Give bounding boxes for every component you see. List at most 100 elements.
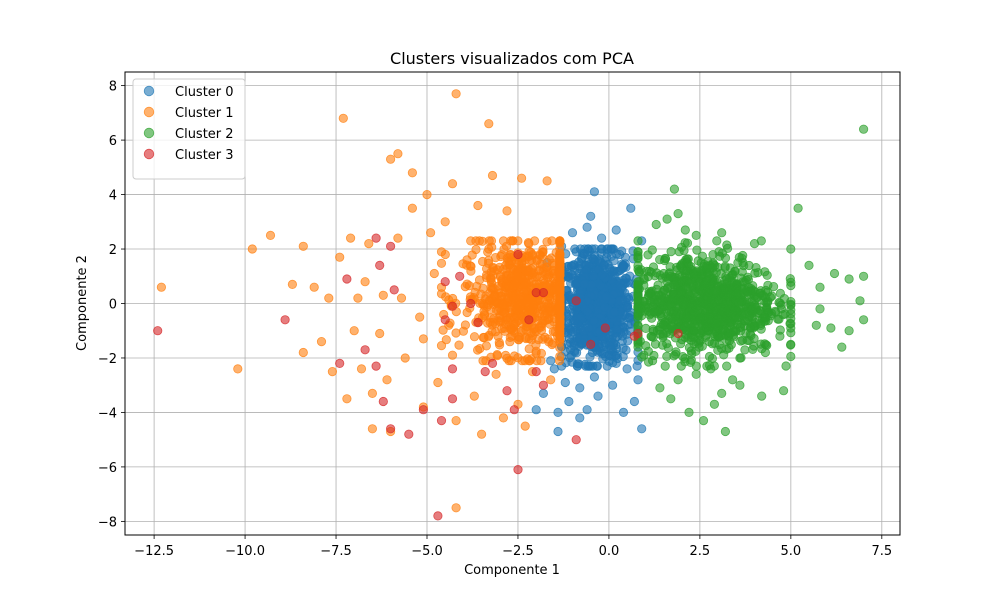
data-point bbox=[656, 294, 667, 305]
data-point bbox=[629, 396, 640, 407]
data-point bbox=[433, 377, 443, 388]
data-point bbox=[538, 380, 549, 390]
y-axis-label: Componente 2 bbox=[75, 255, 90, 351]
data-point bbox=[751, 262, 761, 273]
data-point bbox=[692, 245, 702, 255]
y-tick-label: 0 bbox=[109, 298, 117, 313]
y-tick-label: 2 bbox=[109, 243, 117, 258]
data-point bbox=[681, 266, 692, 276]
data-point bbox=[462, 307, 472, 318]
data-point bbox=[418, 405, 428, 415]
data-point bbox=[385, 241, 396, 251]
data-point bbox=[407, 203, 417, 213]
data-point bbox=[153, 326, 163, 336]
legend-marker bbox=[143, 106, 155, 118]
data-point bbox=[593, 391, 603, 401]
data-point bbox=[725, 263, 735, 273]
data-point bbox=[360, 345, 370, 355]
data-point bbox=[587, 253, 598, 263]
data-point bbox=[418, 334, 428, 344]
data-point bbox=[662, 339, 672, 349]
data-point bbox=[480, 366, 490, 377]
data-points bbox=[153, 89, 869, 521]
data-point bbox=[455, 271, 465, 281]
data-point bbox=[760, 347, 771, 358]
data-point bbox=[440, 315, 450, 325]
data-point bbox=[470, 287, 480, 297]
data-point bbox=[571, 435, 581, 445]
data-point bbox=[309, 282, 319, 292]
data-point bbox=[793, 203, 803, 213]
data-point bbox=[737, 253, 747, 263]
data-point bbox=[602, 361, 612, 371]
data-point bbox=[433, 511, 443, 521]
data-point bbox=[553, 407, 563, 417]
data-point bbox=[570, 316, 580, 326]
data-point bbox=[451, 503, 461, 513]
data-point bbox=[454, 340, 464, 350]
data-point bbox=[531, 366, 541, 377]
data-point bbox=[555, 238, 565, 248]
data-point bbox=[469, 391, 479, 401]
legend-label: Cluster 2 bbox=[175, 127, 234, 142]
data-point bbox=[655, 383, 665, 393]
data-point bbox=[855, 296, 865, 306]
data-point bbox=[618, 407, 629, 417]
data-point bbox=[515, 272, 526, 282]
y-tick-label: 4 bbox=[109, 189, 117, 204]
data-point bbox=[564, 396, 574, 407]
data-point bbox=[708, 250, 718, 260]
data-point bbox=[298, 347, 308, 358]
data-point bbox=[540, 280, 551, 290]
data-point bbox=[680, 353, 690, 363]
data-point bbox=[531, 271, 542, 282]
data-point bbox=[506, 322, 516, 332]
x-tick-label: −2.5 bbox=[502, 544, 534, 559]
x-tick-label: −12.5 bbox=[134, 544, 174, 559]
data-point bbox=[596, 233, 607, 243]
data-point bbox=[586, 339, 596, 349]
data-point bbox=[633, 252, 643, 263]
x-axis-label: Componente 1 bbox=[464, 563, 560, 578]
data-point bbox=[447, 394, 458, 404]
data-point bbox=[375, 260, 385, 270]
y-tick-label: 8 bbox=[109, 80, 117, 95]
data-point bbox=[746, 296, 757, 306]
data-point bbox=[342, 394, 352, 404]
data-point bbox=[684, 278, 695, 289]
data-point bbox=[525, 256, 535, 266]
data-point bbox=[233, 364, 243, 374]
data-point bbox=[690, 307, 700, 317]
data-point bbox=[555, 351, 565, 361]
data-point bbox=[247, 244, 257, 254]
data-point bbox=[663, 282, 673, 292]
data-point bbox=[741, 275, 751, 285]
data-point bbox=[371, 233, 381, 243]
data-point bbox=[725, 317, 736, 327]
data-point bbox=[385, 154, 396, 164]
data-point bbox=[494, 340, 505, 350]
data-point bbox=[555, 316, 565, 326]
data-point bbox=[611, 225, 621, 235]
data-point bbox=[815, 282, 825, 292]
data-point bbox=[732, 279, 742, 289]
data-point bbox=[481, 273, 492, 283]
data-point bbox=[400, 353, 410, 363]
data-point bbox=[538, 334, 548, 344]
data-point bbox=[382, 375, 392, 385]
data-point bbox=[617, 263, 627, 274]
data-point bbox=[755, 288, 766, 298]
data-point bbox=[666, 394, 676, 404]
data-point bbox=[705, 303, 715, 313]
data-point bbox=[531, 346, 541, 356]
data-point bbox=[633, 320, 643, 330]
data-point bbox=[298, 241, 308, 251]
data-point bbox=[571, 247, 581, 257]
data-point bbox=[579, 279, 590, 289]
legend-marker bbox=[143, 148, 155, 160]
data-point bbox=[666, 247, 676, 257]
data-point bbox=[473, 200, 483, 211]
data-point bbox=[633, 328, 643, 339]
data-point bbox=[679, 246, 689, 256]
